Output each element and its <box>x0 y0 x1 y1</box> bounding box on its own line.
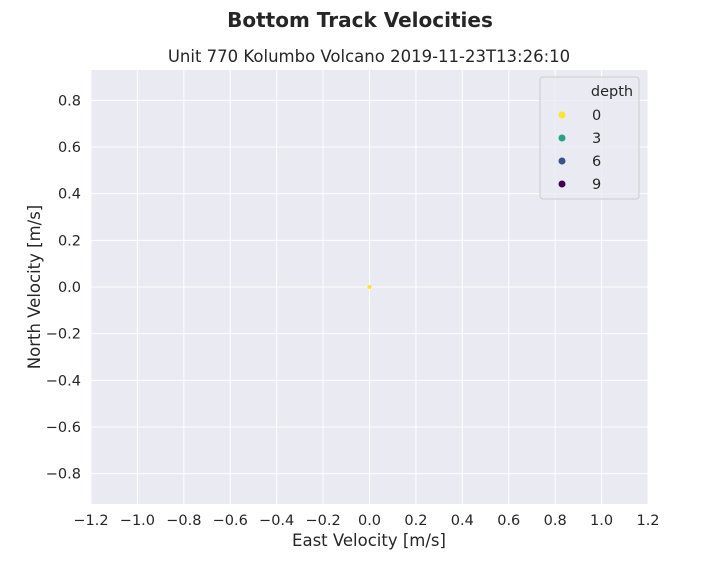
data-points <box>366 284 373 290</box>
legend-label: 9 <box>592 177 601 193</box>
y-tick-label: −0.6 <box>46 420 81 436</box>
legend-marker <box>558 157 566 165</box>
x-tick-label: −1.0 <box>120 513 155 529</box>
x-tick-label: 0.0 <box>358 513 381 529</box>
chart-suptitle: Bottom Track Velocities <box>227 8 493 32</box>
x-tick-label: −0.6 <box>213 513 248 529</box>
x-tick-label: 1.0 <box>590 513 613 529</box>
y-tick-label: 0.4 <box>58 187 81 203</box>
x-tick-label: −0.4 <box>259 513 294 529</box>
chart-title: Unit 770 Kolumbo Volcano 2019-11-23T13:2… <box>168 47 570 66</box>
legend-label: 6 <box>592 154 601 170</box>
legend-title: depth <box>591 84 633 100</box>
x-tick-label: 0.2 <box>404 513 427 529</box>
legend-box <box>539 76 640 200</box>
x-axis-label: East Velocity [m/s] <box>292 531 446 550</box>
x-tick-label: −0.2 <box>305 513 340 529</box>
y-tick-label: −0.2 <box>46 327 81 343</box>
y-tick-label: 0.6 <box>58 140 81 156</box>
legend-entries: 0 3 6 9 <box>558 108 601 193</box>
x-tick-label: 0.4 <box>451 513 474 529</box>
legend-marker <box>558 134 566 142</box>
legend: depth 0 3 6 9 <box>539 76 640 200</box>
legend-label: 0 <box>592 108 601 124</box>
x-tick-label: −1.2 <box>73 513 108 529</box>
y-tick-label: 0.2 <box>58 233 81 249</box>
x-tick-label: −0.8 <box>166 513 201 529</box>
y-tick-label: 0.8 <box>58 93 81 109</box>
legend-marker <box>558 180 566 188</box>
data-point <box>366 284 373 290</box>
y-tick-labels: −0.8 −0.6 −0.4 −0.2 0.0 0.2 0.4 0.6 0.8 <box>46 93 81 482</box>
x-tick-label: 0.8 <box>544 513 567 529</box>
y-tick-label: 0.0 <box>58 280 81 296</box>
y-tick-label: −0.8 <box>46 467 81 483</box>
x-tick-label: 1.2 <box>636 513 659 529</box>
x-tick-label: 0.6 <box>497 513 520 529</box>
legend-marker <box>558 111 566 119</box>
x-tick-labels: −1.2 −1.0 −0.8 −0.6 −0.4 −0.2 0.0 0.2 0.4 0.6 0.8 1… <box>73 513 659 529</box>
legend-label: 3 <box>592 131 601 147</box>
y-tick-label: −0.4 <box>46 373 81 389</box>
y-axis-label: North Velocity [m/s] <box>25 205 44 369</box>
